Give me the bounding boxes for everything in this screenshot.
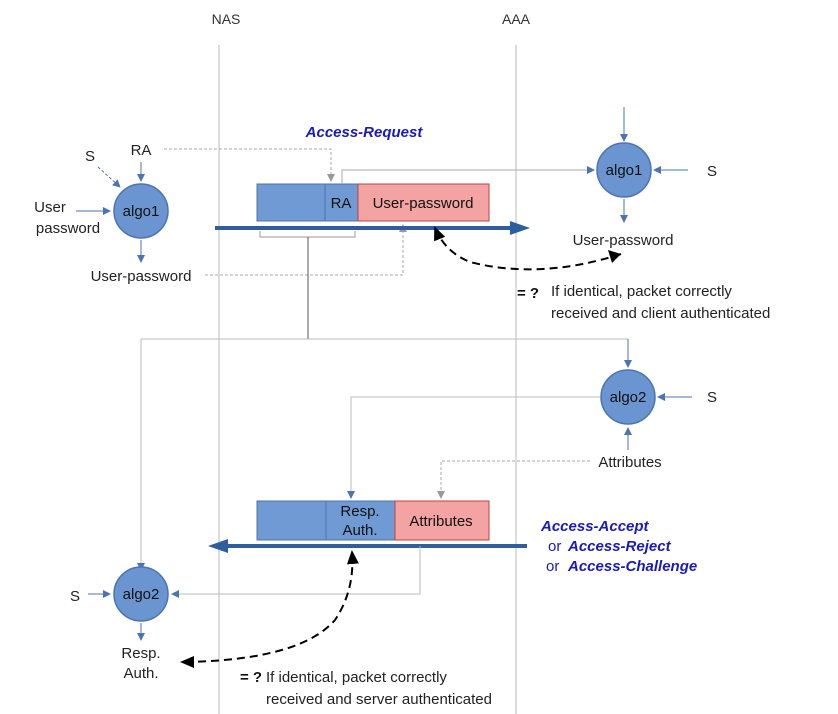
attributes-to-nas-line	[171, 546, 421, 598]
access-challenge-label: Access-Challenge	[567, 558, 697, 575]
compare1-arc	[434, 226, 622, 271]
access-request-arrowhead	[510, 221, 530, 235]
nas-algo2-node	[113, 566, 169, 622]
aaa-user-password-output: User-password	[573, 232, 674, 249]
response-attributes-text: Attributes	[409, 513, 472, 530]
resp-auth-guide-line	[347, 396, 600, 499]
nas-resp-auth-output-2: Auth.	[123, 665, 158, 682]
compare2-line1: If identical, packet correctly	[266, 669, 447, 686]
nas-s-arrow	[97, 166, 121, 188]
aaa-s1-label: S	[707, 163, 717, 180]
nas-resp-auth-output-1: Resp.	[121, 645, 160, 662]
nas-user-password-output: User-password	[91, 268, 192, 285]
aaa-header: AAA	[502, 11, 531, 27]
nas-ra-label: RA	[131, 142, 152, 159]
compare2-arc	[184, 550, 359, 663]
access-reject-label: Access-Reject	[567, 538, 672, 555]
request-ra-field	[324, 183, 359, 222]
aaa-algo1-ra-line	[341, 166, 595, 184]
compare1-operator: = ?	[517, 285, 539, 302]
aaa-algo1-label: algo1	[606, 162, 643, 179]
compare2-operator: = ?	[240, 669, 262, 686]
aaa-algo1-node	[596, 142, 652, 198]
aaa-algo2-node	[600, 369, 656, 425]
nas-header: NAS	[212, 11, 241, 27]
access-response-arrowhead	[208, 539, 228, 553]
response-resp-auth-field	[325, 500, 396, 541]
or-1-label: or	[548, 538, 561, 555]
aaa-s2-label: S	[707, 389, 717, 406]
compare1-line2: received and client authenticated	[551, 305, 770, 322]
or-2-label: or	[546, 558, 559, 575]
nas-user-password-label-2: password	[36, 220, 100, 237]
nas-s2-label: S	[70, 588, 80, 605]
aaa-attributes-label: Attributes	[598, 454, 661, 471]
request-bracket	[259, 231, 356, 238]
nas-s-label: S	[85, 148, 95, 165]
compare1-arrowhead-right	[608, 250, 621, 263]
request-header-field	[256, 183, 326, 222]
compare2-arrowhead-left	[180, 656, 194, 668]
compare2-line2: received and server authenticated	[266, 691, 492, 708]
request-user-password-text: User-password	[373, 195, 474, 212]
compare1-line1: If identical, packet correctly	[551, 283, 732, 300]
response-attributes-field	[394, 500, 490, 541]
response-resp-auth-text-2: Auth.	[342, 522, 377, 539]
ra-guide-line	[164, 148, 335, 182]
aaa-algo2-label: algo2	[610, 389, 647, 406]
access-accept-label: Access-Accept	[540, 518, 650, 535]
response-header-field	[256, 500, 327, 541]
request-ra-text: RA	[331, 195, 352, 212]
pw-guide-line	[205, 224, 407, 276]
response-resp-auth-text-1: Resp.	[340, 503, 379, 520]
nas-user-password-label-1: User	[34, 199, 66, 216]
nas-algo1-node	[113, 183, 169, 239]
nas-algo2-label: algo2	[123, 586, 160, 603]
access-request-label: Access-Request	[305, 124, 424, 141]
request-user-password-field	[357, 183, 490, 222]
nas-algo1-label: algo1	[123, 203, 160, 220]
